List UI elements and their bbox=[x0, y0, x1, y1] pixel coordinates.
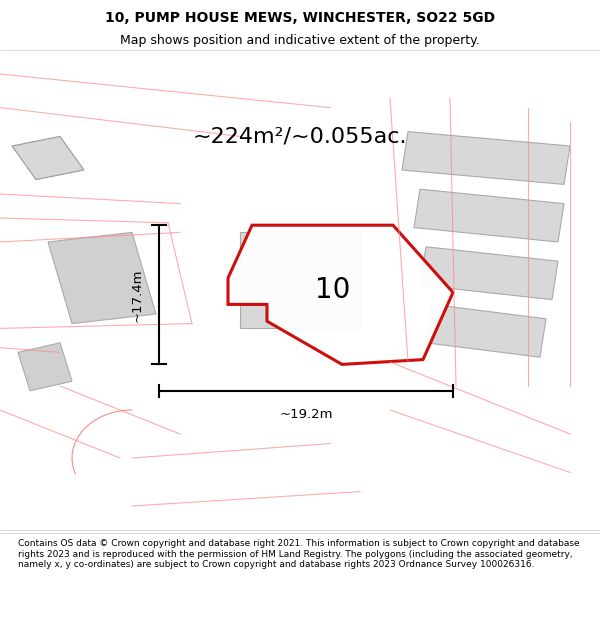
Text: Contains OS data © Crown copyright and database right 2021. This information is : Contains OS data © Crown copyright and d… bbox=[18, 539, 580, 569]
Text: 10, PUMP HOUSE MEWS, WINCHESTER, SO22 5GD: 10, PUMP HOUSE MEWS, WINCHESTER, SO22 5G… bbox=[105, 11, 495, 25]
Polygon shape bbox=[402, 132, 570, 184]
Polygon shape bbox=[420, 247, 558, 299]
Text: ~17.4m: ~17.4m bbox=[131, 268, 144, 321]
Polygon shape bbox=[18, 342, 72, 391]
Polygon shape bbox=[240, 232, 360, 328]
Text: Map shows position and indicative extent of the property.: Map shows position and indicative extent… bbox=[120, 34, 480, 47]
Polygon shape bbox=[48, 232, 156, 324]
Polygon shape bbox=[414, 189, 564, 242]
Polygon shape bbox=[12, 136, 84, 179]
Polygon shape bbox=[426, 304, 546, 358]
Text: ~19.2m: ~19.2m bbox=[279, 408, 333, 421]
Text: ~224m²/~0.055ac.: ~224m²/~0.055ac. bbox=[193, 126, 407, 146]
Polygon shape bbox=[228, 225, 453, 364]
Text: 10: 10 bbox=[316, 276, 350, 304]
